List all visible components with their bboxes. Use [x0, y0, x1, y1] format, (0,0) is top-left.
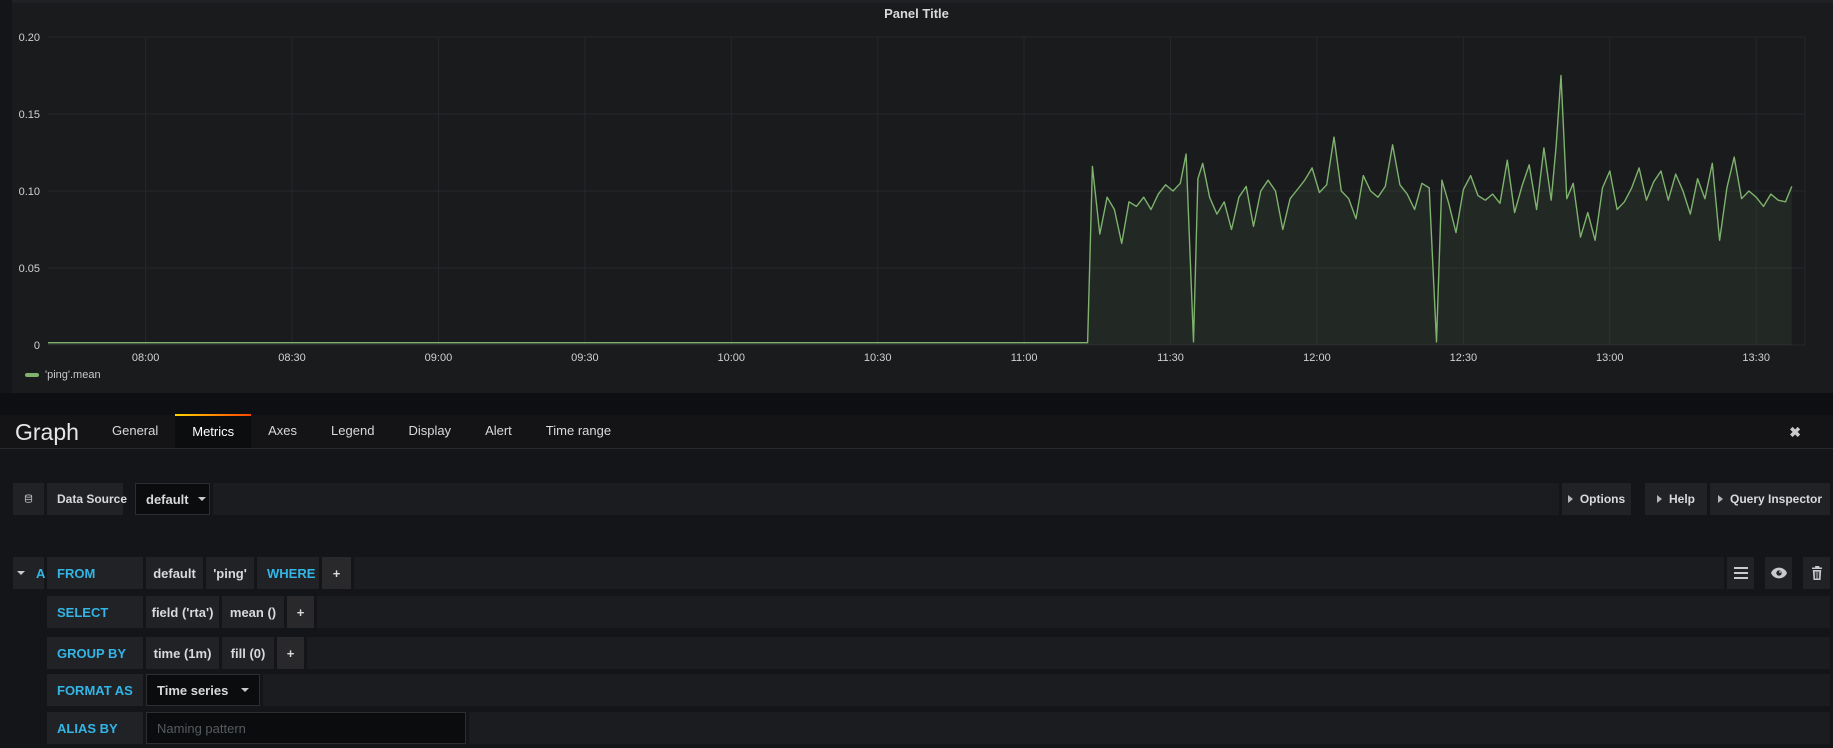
tab-alert[interactable]: Alert — [485, 423, 512, 438]
row-filler — [263, 674, 1830, 706]
svg-text:08:30: 08:30 — [278, 352, 306, 364]
add-select-button[interactable]: + — [287, 596, 314, 628]
format-as-keyword[interactable]: FORMAT AS — [47, 674, 143, 706]
add-group-by-button[interactable]: + — [277, 637, 304, 669]
svg-text:10:00: 10:00 — [718, 352, 746, 364]
query-collapse-cell[interactable]: A — [13, 557, 46, 589]
svg-text:0.10: 0.10 — [19, 186, 40, 198]
datasource-icon-cell — [13, 483, 44, 515]
svg-text:13:00: 13:00 — [1596, 352, 1624, 364]
query-inspector-button[interactable]: Query Inspector — [1710, 483, 1830, 515]
query-row-select: SELECT field ('rta') mean () + — [13, 596, 1830, 628]
help-label: Help — [1668, 492, 1695, 506]
chevron-down-icon — [241, 688, 249, 692]
format-as-value: Time series — [157, 682, 229, 698]
alias-by-input[interactable] — [146, 712, 466, 744]
series-color-swatch[interactable] — [25, 373, 39, 377]
svg-text:0.05: 0.05 — [19, 263, 40, 275]
from-keyword[interactable]: FROM — [47, 557, 143, 589]
tab-general[interactable]: General — [112, 423, 159, 438]
graph-panel — [12, 0, 1833, 393]
row-filler — [469, 712, 1830, 744]
spacer — [1757, 557, 1762, 589]
help-button[interactable]: Help — [1645, 483, 1707, 515]
menu-icon — [1733, 567, 1748, 579]
toggle-query-visibility-button[interactable] — [1765, 557, 1792, 589]
tab-legend[interactable]: Legend — [331, 423, 375, 438]
caret-right-icon — [1656, 495, 1662, 503]
select-segment-field[interactable]: field ('rta') — [146, 596, 219, 628]
datasource-select[interactable]: default — [135, 483, 210, 515]
svg-text:11:30: 11:30 — [1157, 352, 1184, 364]
add-where-button[interactable]: + — [322, 557, 351, 589]
datasource-label: Data Source — [47, 483, 127, 515]
group-by-segment-fill[interactable]: fill (0) — [222, 637, 274, 669]
svg-text:08:00: 08:00 — [132, 352, 160, 364]
chevron-down-icon — [197, 497, 206, 501]
group-by-segment-time[interactable]: time (1m) — [146, 637, 219, 669]
visualization-title: Graph — [15, 418, 79, 445]
svg-text:10:30: 10:30 — [864, 352, 892, 364]
svg-text:0.20: 0.20 — [19, 32, 40, 44]
trash-icon — [1811, 566, 1822, 580]
eye-icon — [1770, 567, 1787, 579]
query-menu-button[interactable] — [1727, 557, 1754, 589]
spacer — [13, 637, 44, 669]
tab-metrics[interactable]: Metrics — [175, 414, 252, 448]
svg-text:0: 0 — [34, 340, 40, 352]
editor-tabbar: Graph General Metrics Axes Legend Displa… — [0, 414, 1833, 449]
options-label: Options — [1579, 492, 1626, 506]
datasource-value: default — [146, 491, 189, 507]
spacer — [13, 712, 44, 744]
legend-label: 'ping'.mean — [45, 369, 101, 381]
tab-display[interactable]: Display — [408, 423, 452, 438]
timeseries-chart[interactable]: 0 0.05 0.10 0.15 0.20 08:00 08:30 09:00 09:30 10:… — [0, 0, 1833, 400]
svg-text:09:30: 09:30 — [571, 352, 599, 364]
group-by-keyword[interactable]: GROUP BY — [47, 637, 143, 669]
spacer — [126, 483, 132, 515]
query-ref-id: A — [36, 565, 46, 581]
from-segment-default[interactable]: default — [146, 557, 203, 589]
select-segment-mean[interactable]: mean () — [222, 596, 284, 628]
row-filler — [317, 596, 1830, 628]
tab-time-range[interactable]: Time range — [545, 423, 612, 438]
caret-right-icon — [1567, 495, 1573, 503]
row-filler — [307, 637, 1830, 669]
svg-text:11:00: 11:00 — [1011, 352, 1038, 364]
format-as-select[interactable]: Time series — [146, 674, 260, 706]
query-row-format-as: FORMAT AS Time series — [13, 674, 1830, 706]
svg-text:13:30: 13:30 — [1742, 352, 1770, 364]
query-inspector-label: Query Inspector — [1729, 492, 1823, 506]
spacer — [13, 674, 44, 706]
query-row-group-by: GROUP BY time (1m) fill (0) + — [13, 637, 1830, 669]
delete-query-button[interactable] — [1803, 557, 1830, 589]
svg-text:12:30: 12:30 — [1450, 352, 1478, 364]
query-row-alias-by: ALIAS BY — [13, 712, 1830, 744]
row-filler — [213, 483, 1559, 515]
database-icon — [24, 494, 33, 503]
where-keyword[interactable]: WHERE — [257, 557, 319, 589]
alias-by-keyword[interactable]: ALIAS BY — [47, 712, 143, 744]
select-keyword[interactable]: SELECT — [47, 596, 143, 628]
spacer — [1795, 557, 1800, 589]
options-button[interactable]: Options — [1562, 483, 1631, 515]
caret-down-icon — [17, 571, 25, 575]
panel-title[interactable]: Panel Title — [884, 6, 949, 21]
spacer — [1634, 483, 1642, 515]
legend-item-ping-mean[interactable]: 'ping'.mean — [25, 369, 101, 381]
row-filler — [354, 557, 1724, 589]
svg-text:12:00: 12:00 — [1303, 352, 1331, 364]
svg-text:0.15: 0.15 — [19, 109, 40, 121]
svg-text:09:00: 09:00 — [425, 352, 453, 364]
tab-axes[interactable]: Axes — [268, 423, 298, 438]
caret-right-icon — [1717, 495, 1723, 503]
query-row-from: A FROM default 'ping' WHERE + — [13, 557, 1830, 589]
spacer — [13, 596, 44, 628]
panel-editor-divider — [0, 393, 1833, 415]
datasource-row: Data Source default Options Help Query I… — [13, 483, 1830, 515]
close-icon[interactable]: ✖ — [1789, 424, 1801, 440]
from-segment-measurement[interactable]: 'ping' — [206, 557, 254, 589]
